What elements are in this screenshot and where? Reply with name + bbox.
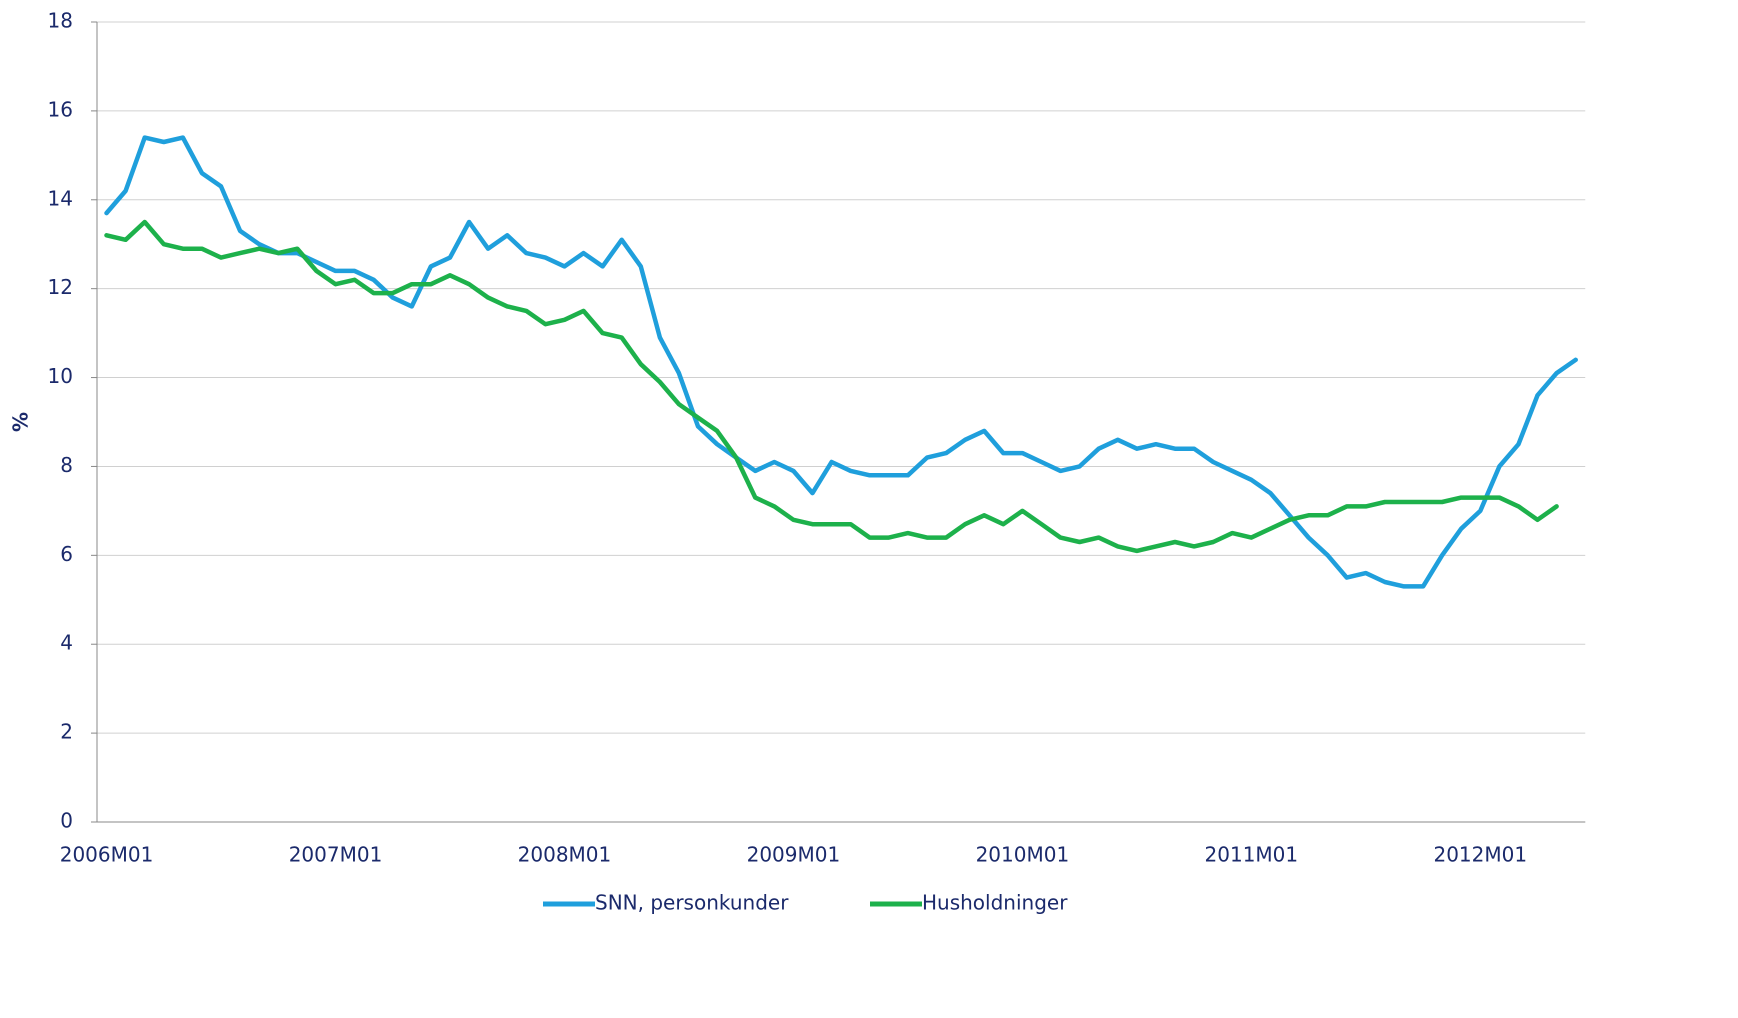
legend-label: SNN, personkunder [595,891,789,915]
y-tick-label: 8 [60,453,73,477]
y-tick-label: 12 [48,275,73,299]
y-tick-label: 10 [48,364,73,388]
y-axis-title: % [9,412,33,432]
y-tick-label: 16 [48,97,73,121]
x-tick-label: 2006M01 [60,843,154,867]
y-tick-label: 6 [60,542,73,566]
y-tick-label: 18 [48,9,73,33]
legend-label: Husholdninger [922,891,1068,915]
y-tick-label: 14 [48,186,73,210]
x-tick-label: 2008M01 [518,843,612,867]
x-tick-label: 2012M01 [1433,843,1527,867]
x-tick-label: 2007M01 [289,843,383,867]
y-tick-label: 4 [60,631,73,655]
y-tick-label: 0 [60,809,73,833]
series-line [104,219,1559,554]
y-tick-label: 2 [60,720,73,744]
x-tick-label: 2009M01 [747,843,841,867]
series-line [104,135,1578,589]
x-tick-label: 2011M01 [1205,843,1299,867]
x-tick-label: 2010M01 [976,843,1070,867]
